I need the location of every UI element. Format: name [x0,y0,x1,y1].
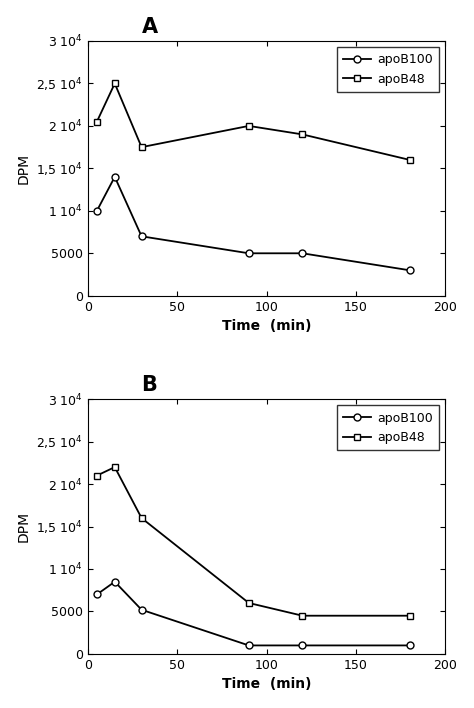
apoB100 [139,232,145,241]
apoB100 [407,266,412,275]
Line: apoB48: apoB48 [93,464,413,620]
apoB48 [94,472,100,480]
apoB48 [139,514,145,523]
Text: B: B [142,375,157,395]
Line: apoB48: apoB48 [93,80,413,164]
apoB48 [246,599,252,607]
Line: apoB100: apoB100 [93,578,413,649]
apoB48 [300,130,305,139]
Text: A: A [142,17,158,37]
Y-axis label: DPM: DPM [17,153,31,184]
apoB100 [407,641,412,650]
apoB48 [112,79,118,88]
apoB48 [246,122,252,130]
apoB48 [112,463,118,472]
apoB100 [94,590,100,599]
apoB100 [300,249,305,258]
apoB100 [246,641,252,650]
apoB48 [94,118,100,126]
Legend: apoB100, apoB48: apoB100, apoB48 [337,47,439,92]
apoB48 [300,612,305,620]
apoB100 [139,605,145,614]
Y-axis label: DPM: DPM [17,511,31,542]
apoB100 [112,173,118,181]
apoB100 [246,249,252,258]
Line: apoB100: apoB100 [93,173,413,274]
Legend: apoB100, apoB48: apoB100, apoB48 [337,406,439,450]
apoB100 [300,641,305,650]
apoB100 [112,578,118,586]
apoB100 [94,207,100,215]
apoB48 [139,143,145,152]
apoB48 [407,156,412,164]
apoB48 [407,612,412,620]
X-axis label: Time  (min): Time (min) [222,678,311,691]
X-axis label: Time  (min): Time (min) [222,319,311,333]
